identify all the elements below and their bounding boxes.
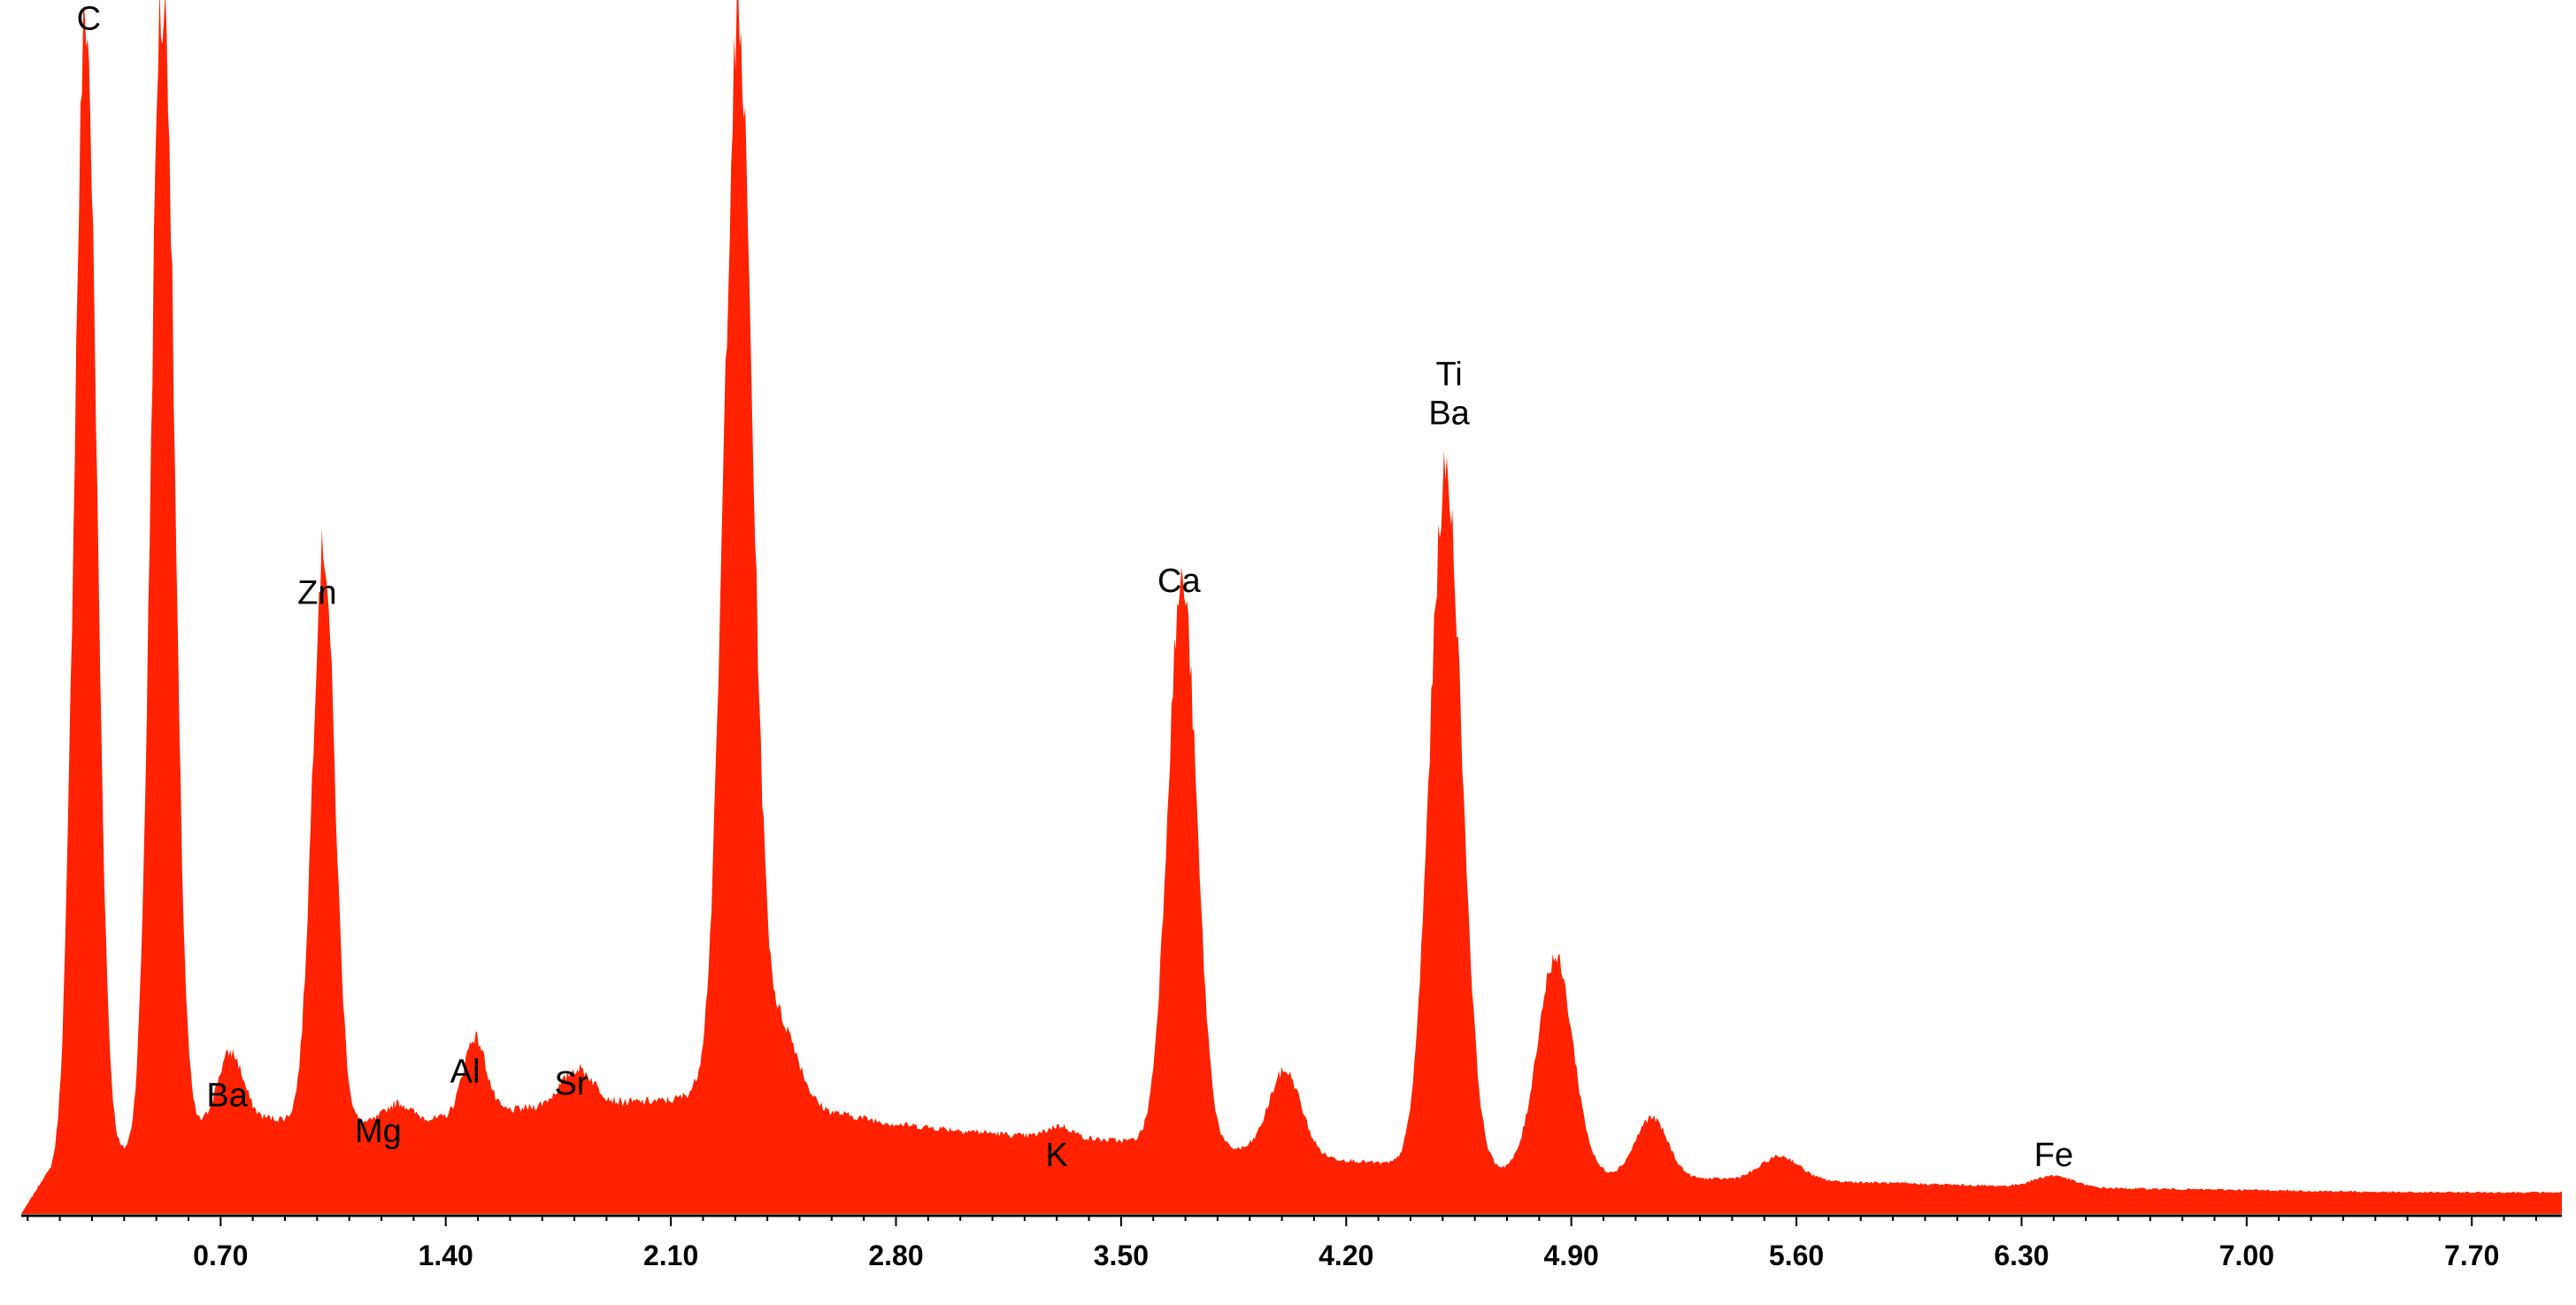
peak-label-k: K [1046,1137,1068,1174]
x-tick-label: 7.00 [2219,1240,2274,1271]
peak-label-sr: Sr [554,1065,588,1102]
peak-label-fe: Fe [2034,1137,2073,1174]
peak-label-ca: Ca [1157,563,1201,600]
peak-label-c: C [77,1,101,38]
peak-label-ba-low: Ba [206,1077,248,1114]
x-tick-label: 1.40 [419,1240,473,1271]
spectrum-layer [21,0,2562,1214]
spectrum-area [21,0,2562,1214]
x-tick-label: 5.60 [1769,1240,1824,1271]
x-tick-label: 0.70 [193,1240,248,1271]
x-axis: 0.70 1.40 2.10 2.80 3.50 4.20 4.90 5.60 6.30 7.00… [21,1214,2562,1271]
peak-label-mg: Mg [355,1113,402,1150]
peak-label-zn: Zn [297,574,336,611]
x-tick-label: 4.90 [1544,1240,1599,1271]
x-tick-label: 7.70 [2444,1240,2499,1271]
peak-label-al: Al [450,1053,481,1090]
x-tick-label: 6.30 [1994,1240,2049,1271]
peak-label-ti-ba-2: Ba [1428,395,1470,433]
x-tick-label: 3.50 [1094,1240,1149,1271]
x-tick-label: 4.20 [1319,1240,1373,1271]
peak-labels: COTiBaZnMgAlSrSKCaTiBaFe [77,1,2073,1174]
peak-label-ti-ba-1: Ti [1435,357,1462,394]
x-tick-label: 2.80 [868,1240,923,1271]
x-tick-label: 2.10 [643,1240,698,1271]
